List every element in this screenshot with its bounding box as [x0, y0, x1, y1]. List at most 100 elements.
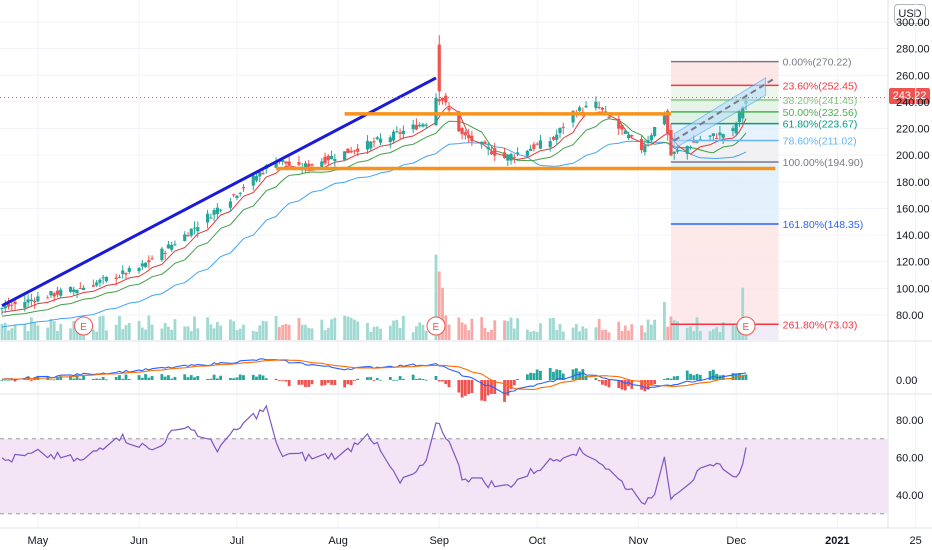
macd-histogram-bar [323, 380, 327, 386]
candle-body [529, 148, 533, 151]
macd-histogram-bar [95, 378, 99, 380]
volume-bar [379, 328, 382, 340]
macd-histogram-bar [555, 369, 559, 380]
candle-body [662, 114, 667, 125]
macd-histogram-bar [56, 376, 59, 380]
macd-histogram-bar [326, 380, 330, 383]
macd-histogram-bar [486, 380, 490, 396]
candle-body [349, 150, 353, 153]
volume-bar [91, 329, 95, 340]
volume-bar [320, 319, 324, 340]
macd-histogram-bar [581, 369, 585, 380]
macd-histogram-bar [78, 378, 82, 380]
price-axis-label: 180.00 [896, 177, 930, 189]
macd-histogram-bar [490, 380, 493, 394]
volume-bar [395, 319, 399, 340]
volume-bar [424, 330, 428, 340]
fib-zone [670, 223, 779, 325]
macd-histogram-bar [209, 378, 213, 380]
volume-bar [29, 317, 33, 340]
volume-bar [170, 329, 174, 340]
macd-histogram-bar [215, 378, 219, 380]
volume-bar [300, 324, 304, 340]
macd-histogram-bar [663, 378, 666, 380]
macd-histogram-bar [503, 380, 506, 402]
candle-body [23, 302, 27, 308]
macd-histogram-bar [646, 380, 650, 390]
volume-bar [692, 331, 696, 340]
candle-body [219, 209, 223, 211]
candle-body [551, 137, 556, 140]
candle-body [3, 306, 7, 309]
candle-body [437, 44, 441, 92]
macd-histogram-bar [672, 376, 676, 380]
volume-bar [676, 321, 679, 340]
candle-body [241, 187, 246, 189]
volume-bar [3, 322, 7, 340]
candle-body [695, 141, 699, 143]
ma-mid-line [1, 118, 747, 317]
volume-bar [415, 326, 418, 340]
macd-histogram-bar [571, 369, 575, 380]
volume-bar [140, 327, 144, 340]
macd-histogram-bar [277, 380, 281, 381]
volume-bar [663, 302, 666, 340]
macd-histogram-bar [343, 380, 347, 388]
macd-histogram-bar [261, 375, 265, 380]
volume-bar [353, 319, 356, 340]
volume-bar [529, 331, 533, 340]
fib-level-label: 100.00%(194.90) [783, 157, 864, 169]
candle-body [10, 304, 14, 306]
price-axis-label: 300.00 [896, 17, 930, 29]
volume-bar [26, 331, 30, 340]
macd-histogram-bar [698, 374, 702, 380]
macd-histogram-bar [483, 380, 487, 402]
volume-bar [274, 316, 278, 340]
volume-bar [343, 315, 347, 340]
candle-body [418, 124, 422, 127]
macd-histogram-bar [532, 373, 536, 380]
macd-histogram-bar [512, 380, 516, 386]
macd-histogram-bar [398, 376, 402, 380]
candle-body [463, 132, 467, 136]
candle-body [274, 162, 278, 168]
volume-bar [392, 320, 395, 340]
rsi-band [0, 438, 888, 514]
macd-histogram-bar [375, 378, 379, 380]
last-price-tag: 243.22 [889, 88, 930, 104]
candle-body [643, 145, 647, 153]
macd-histogram-bar [69, 375, 72, 380]
macd-histogram-bar [274, 378, 278, 380]
volume-bar [23, 323, 27, 340]
macd-histogram-bar [105, 379, 108, 381]
macd-histogram-bar [597, 380, 601, 382]
macd-histogram-bar [463, 380, 467, 396]
candle-body [147, 260, 151, 263]
volume-bar [304, 324, 307, 340]
macd-histogram-bar [620, 380, 624, 390]
macd-histogram-bar [539, 370, 542, 380]
volume-bar [708, 331, 712, 340]
volume-bar [741, 287, 745, 340]
candle-body [52, 293, 56, 297]
candle-body [254, 176, 259, 181]
earnings-marker [736, 316, 756, 336]
volume-bar [718, 331, 722, 340]
candle-body [675, 150, 680, 152]
macd-histogram-bar [480, 380, 484, 401]
candle-body [258, 172, 262, 177]
volume-bar [369, 331, 373, 340]
candle-body [718, 132, 722, 136]
volume-bar [10, 328, 14, 340]
volume-bar [731, 324, 735, 340]
macd-histogram-bar [388, 376, 392, 380]
time-axis-label: Sep [429, 535, 449, 547]
macd-histogram-bar [307, 380, 311, 387]
earnings-marker [426, 316, 446, 336]
fib-level-label: 38.20%(241.45) [783, 95, 858, 107]
volume-bar [75, 329, 79, 340]
volume-bar [105, 330, 108, 340]
macd-histogram-bar [689, 373, 692, 380]
price-axis-label: 200.00 [896, 150, 930, 162]
volume-bar [623, 325, 627, 340]
